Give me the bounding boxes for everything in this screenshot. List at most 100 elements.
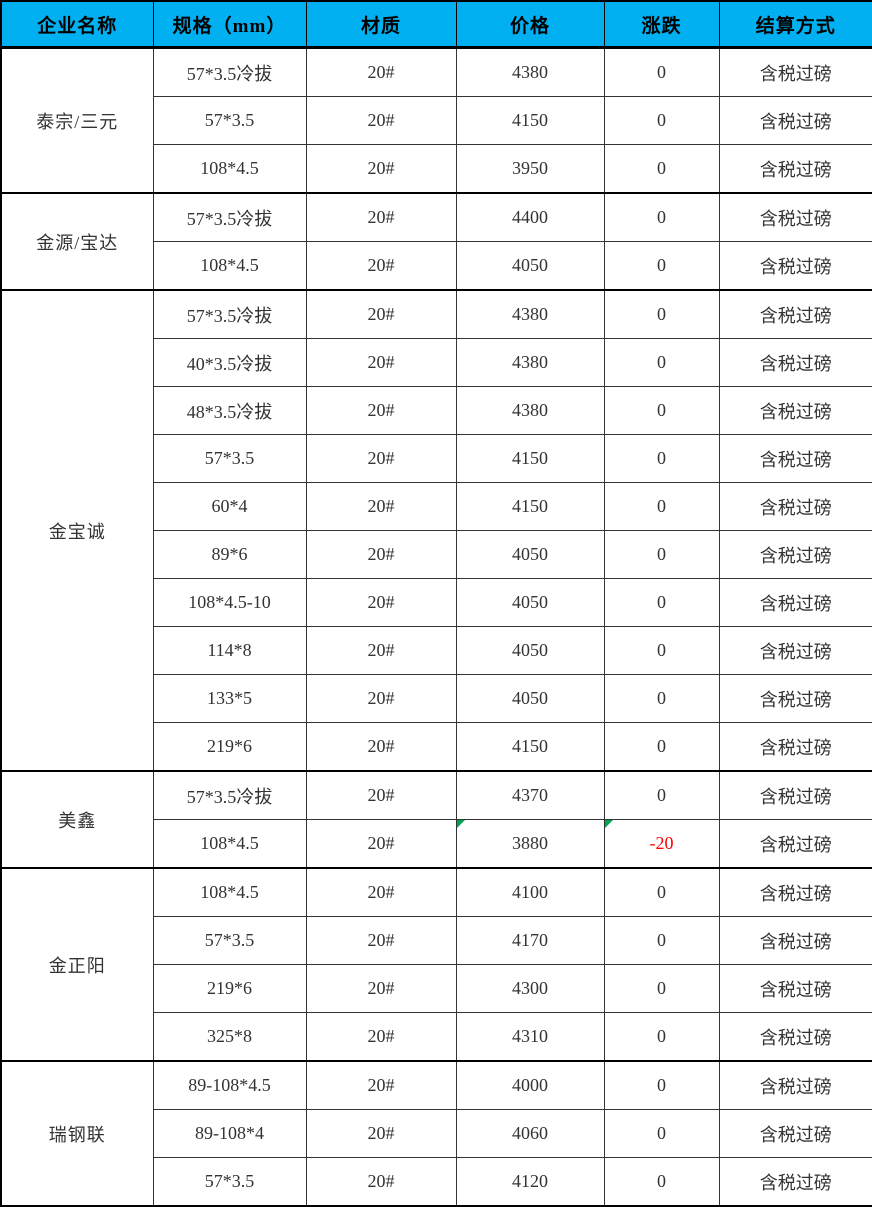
settlement-cell: 含税过磅 [718,241,872,291]
price-cell: 4050 [455,578,605,627]
spec-cell: 89*6 [152,530,307,579]
spec-cell: 57*3.5 [152,434,307,483]
change-cell: 0 [603,1109,720,1158]
table-row: 泰宗/三元 57*3.5冷拔 20# 4380 0 含税过磅 [0,46,872,194]
settlement-cell: 含税过磅 [718,192,872,242]
spec-cell: 57*3.5冷拔 [152,770,307,820]
settlement-cell: 含税过磅 [718,674,872,723]
column-header-spec: 规格（mm） [152,0,307,49]
material-cell: 20# [305,530,457,579]
change-cell: 0 [603,530,720,579]
table-row: 金宝诚 57*3.5冷拔 20# 4380 0 含税过磅 [0,289,872,772]
price-cell: 4120 [455,1157,605,1207]
price-cell: 3880 [455,819,605,869]
settlement-cell: 含税过磅 [718,819,872,869]
change-cell: 0 [603,144,720,194]
change-cell: 0 [603,964,720,1013]
column-header-price: 价格 [455,0,605,49]
spec-cell: 57*3.5冷拔 [152,192,307,242]
table-row: 瑞钢联 89-108*4.5 20# 4000 0 含税过磅 [0,1060,872,1207]
spec-cell: 60*4 [152,482,307,531]
table-row: 89-108*4 20# 4060 0 含税过磅 [1,1109,872,1158]
price-cell: 4150 [455,722,605,772]
price-cell: 4380 [455,289,605,339]
change-cell: 0 [603,96,720,145]
change-cell: 0 [603,46,720,97]
spec-cell: 108*4.5 [152,819,307,869]
material-cell: 20# [305,867,457,917]
price-cell: 4370 [455,770,605,820]
material-cell: 20# [305,964,457,1013]
spec-cell: 133*5 [152,674,307,723]
settlement-cell: 含税过磅 [718,1157,872,1207]
price-cell: 4310 [455,1012,605,1062]
settlement-cell: 含税过磅 [718,1060,872,1110]
table-row: 金源/宝达 57*3.5冷拔 20# 4400 0 含税过磅 [0,192,872,291]
change-cell: 0 [603,289,720,339]
spec-cell: 108*4.5 [152,144,307,194]
price-cell: 4150 [455,96,605,145]
change-cell: -20 [603,819,720,869]
spec-cell: 48*3.5冷拔 [152,386,307,435]
table-row: 57*3.5 20# 4170 0 含税过磅 [1,916,872,965]
change-cell: 0 [603,482,720,531]
settlement-cell: 含税过磅 [718,46,872,97]
table-row: 金正阳 108*4.5 20# 4100 0 含税过磅 [0,867,872,1062]
price-cell: 4100 [455,867,605,917]
price-cell: 4380 [455,46,605,97]
column-header-material: 材质 [305,0,457,49]
company-cell: 泰宗/三元 [0,46,154,194]
change-cell: 0 [603,626,720,675]
table-row: 40*3.5冷拔 20# 4380 0 含税过磅 [1,338,872,387]
table-row: 48*3.5冷拔 20# 4380 0 含税过磅 [1,386,872,435]
material-cell: 20# [305,144,457,194]
change-cell: 0 [603,1157,720,1207]
spec-cell: 219*6 [152,722,307,772]
price-cell: 4300 [455,964,605,1013]
price-cell: 4060 [455,1109,605,1158]
change-cell: 0 [603,338,720,387]
spec-cell: 57*3.5 [152,96,307,145]
company-cell: 金正阳 [0,867,154,1062]
material-cell: 20# [305,1157,457,1207]
change-cell: 0 [603,1012,720,1062]
settlement-cell: 含税过磅 [718,434,872,483]
material-cell: 20# [305,674,457,723]
material-cell: 20# [305,626,457,675]
settlement-cell: 含税过磅 [718,578,872,627]
company-cell: 瑞钢联 [0,1060,154,1207]
settlement-cell: 含税过磅 [718,867,872,917]
column-header-company: 企业名称 [0,0,154,49]
settlement-cell: 含税过磅 [718,338,872,387]
settlement-cell: 含税过磅 [718,289,872,339]
material-cell: 20# [305,722,457,772]
spec-cell: 325*8 [152,1012,307,1062]
change-cell: 0 [603,867,720,917]
material-cell: 20# [305,434,457,483]
spec-cell: 108*4.5 [152,867,307,917]
change-cell: 0 [603,674,720,723]
comment-marker-icon [605,820,613,828]
price-cell: 4400 [455,192,605,242]
table-row: 108*4.5 20# 3950 0 含税过磅 [1,144,872,194]
material-cell: 20# [305,192,457,242]
material-cell: 20# [305,46,457,97]
table-row: 325*8 20# 4310 0 含税过磅 [1,1012,872,1062]
table-row: 108*4.5-10 20# 4050 0 含税过磅 [1,578,872,627]
material-cell: 20# [305,819,457,869]
change-cell: 0 [603,1060,720,1110]
settlement-cell: 含税过磅 [718,964,872,1013]
material-cell: 20# [305,1012,457,1062]
header-row: 企业名称 规格（mm） 材质 价格 涨跌 结算方式 [0,0,872,49]
settlement-cell: 含税过磅 [718,96,872,145]
settlement-cell: 含税过磅 [718,144,872,194]
table-row: 89*6 20# 4050 0 含税过磅 [1,530,872,579]
change-cell: 0 [603,770,720,820]
settlement-cell: 含税过磅 [718,386,872,435]
spec-cell: 89-108*4.5 [152,1060,307,1110]
settlement-cell: 含税过磅 [718,770,872,820]
change-cell: 0 [603,192,720,242]
spec-cell: 40*3.5冷拔 [152,338,307,387]
material-cell: 20# [305,386,457,435]
spec-cell: 57*3.5冷拔 [152,46,307,97]
